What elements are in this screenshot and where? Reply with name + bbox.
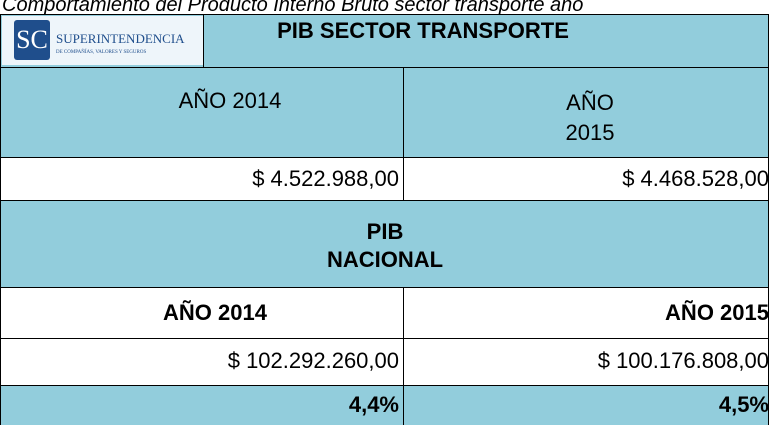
section-title: PIB NACIONAL bbox=[326, 219, 444, 272]
share: 4,4% bbox=[348, 392, 399, 417]
year-header: AÑO 2015 bbox=[665, 300, 769, 325]
border bbox=[0, 385, 769, 386]
logo: SC SUPERINTENDENCIA DE COMPAÑÍAS, VALORE… bbox=[2, 16, 203, 65]
national-row bbox=[0, 200, 769, 287]
year-header: AÑO 2015 bbox=[565, 90, 615, 145]
value: $ 4.522.988,00 bbox=[252, 166, 399, 191]
value: $ 4.468.528,00 bbox=[622, 166, 769, 191]
share-row bbox=[0, 385, 769, 425]
border bbox=[0, 287, 769, 288]
year-header: AÑO 2014 bbox=[178, 88, 282, 113]
logo-graphic: SC SUPERINTENDENCIA DE COMPAÑÍAS, VALORE… bbox=[14, 20, 185, 60]
logo-emblem bbox=[14, 20, 50, 60]
logo-name: SUPERINTENDENCIA bbox=[56, 31, 185, 46]
value: $ 100.176.808,00 bbox=[597, 348, 769, 373]
title: PIB SECTOR TRANSPORTE bbox=[277, 18, 569, 43]
border bbox=[0, 67, 769, 68]
share: 4,5% bbox=[718, 392, 769, 417]
border bbox=[203, 14, 204, 67]
year-header: AÑO 2014 bbox=[163, 300, 267, 325]
border bbox=[0, 200, 769, 201]
value: $ 102.292.260,00 bbox=[227, 348, 399, 373]
border bbox=[0, 14, 1, 425]
border bbox=[0, 157, 769, 158]
caption: Comportamiento del Producto Interno Brut… bbox=[2, 0, 584, 14]
logo-subtitle: DE COMPAÑÍAS, VALORES Y SEGUROS bbox=[56, 49, 146, 55]
border bbox=[0, 338, 769, 339]
logo-initials: SC bbox=[16, 25, 48, 54]
border bbox=[403, 287, 404, 425]
year-row bbox=[0, 67, 769, 157]
border bbox=[403, 67, 404, 200]
border bbox=[0, 14, 769, 15]
